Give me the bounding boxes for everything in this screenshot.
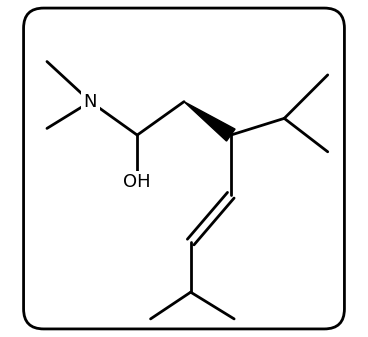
Polygon shape (184, 102, 235, 141)
Text: OH: OH (123, 173, 151, 191)
Text: N: N (84, 93, 97, 111)
